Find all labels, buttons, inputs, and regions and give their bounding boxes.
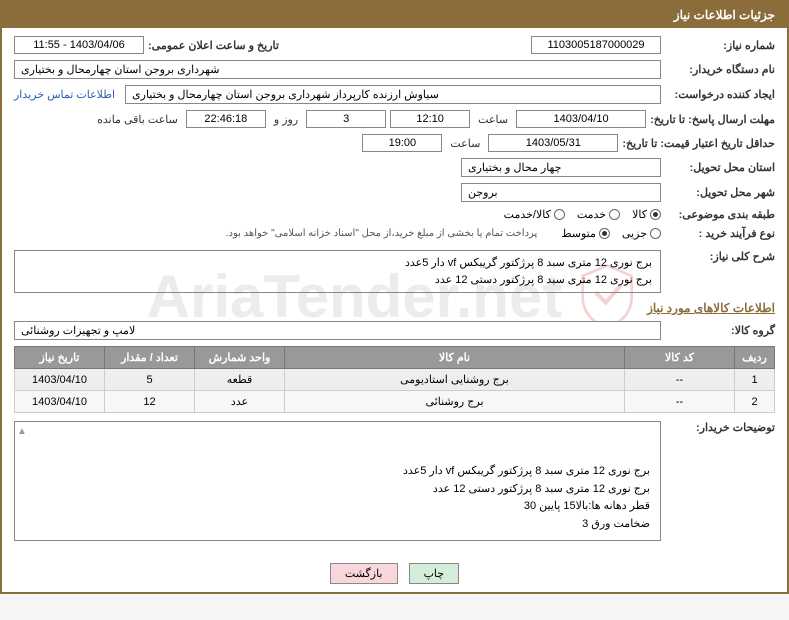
days-word: روز و: [274, 113, 298, 126]
time-word-2: ساعت: [450, 137, 480, 150]
print-button[interactable]: چاپ: [409, 563, 460, 584]
deadline-date-field: 1403/04/10: [516, 110, 646, 128]
table-cell: --: [625, 369, 735, 391]
th-qty: تعداد / مقدار: [105, 347, 195, 369]
table-cell: 12: [105, 391, 195, 413]
validity-time-field: 19:00: [362, 134, 442, 152]
purchase-type-label: نوع فرآیند خرید :: [665, 227, 775, 240]
city-field: بروجن: [461, 183, 661, 202]
purchase-radio-group: جزیی متوسط: [561, 227, 661, 240]
requester-label: ایجاد کننده درخواست:: [665, 88, 775, 101]
summary-label: شرح کلی نیاز:: [665, 250, 775, 263]
province-label: استان محل تحویل:: [665, 161, 775, 174]
city-label: شهر محل تحویل:: [665, 186, 775, 199]
buyer-org-field: شهرداری بروجن استان چهارمحال و بختیاری: [14, 60, 661, 79]
th-date: تاریخ نیاز: [15, 347, 105, 369]
purchase-note: پرداخت تمام یا بخشی از مبلغ خرید،از محل …: [226, 228, 538, 239]
scroll-up-icon[interactable]: ▲: [17, 424, 27, 440]
table-cell: 1403/04/10: [15, 369, 105, 391]
radio-icon: [609, 209, 620, 220]
button-row: چاپ بازگشت: [2, 555, 787, 592]
radio-icon: [599, 228, 610, 239]
goods-group-label: گروه کالا:: [665, 324, 775, 337]
table-cell: 5: [105, 369, 195, 391]
radio-icon: [554, 209, 565, 220]
purchase-opt-0[interactable]: جزیی: [622, 227, 661, 240]
class-opt-1[interactable]: خدمت: [577, 208, 620, 221]
th-code: کد کالا: [625, 347, 735, 369]
deadline-label: مهلت ارسال پاسخ: تا تاریخ:: [650, 113, 775, 126]
radio-icon: [650, 209, 661, 220]
table-cell: عدد: [195, 391, 285, 413]
th-name: نام کالا: [285, 347, 625, 369]
province-field: چهار محال و بختیاری: [461, 158, 661, 177]
goods-group-field: لامپ و تجهیزات روشنائی: [14, 321, 661, 340]
days-remaining-field: 3: [306, 110, 386, 128]
announce-label: تاریخ و ساعت اعلان عمومی:: [148, 39, 279, 52]
table-cell: --: [625, 391, 735, 413]
contact-link[interactable]: اطلاعات تماس خریدار: [14, 88, 115, 101]
purchase-opt-1[interactable]: متوسط: [561, 227, 610, 240]
buyer-desc-box: ▲ برج نوری 12 متری سبد 8 پرژکتور گریبکس …: [14, 421, 661, 541]
countdown-field: 22:46:18: [186, 110, 266, 128]
class-opt-2[interactable]: کالا/خدمت: [504, 208, 565, 221]
table-cell: 1: [735, 369, 775, 391]
class-label: طبقه بندی موضوعی:: [665, 208, 775, 221]
table-row: 2--برج روشنائیعدد121403/04/10: [15, 391, 775, 413]
need-no-label: شماره نیاز:: [665, 39, 775, 52]
time-word-1: ساعت: [478, 113, 508, 126]
table-cell: برج روشنائی: [285, 391, 625, 413]
buyer-desc-label: توضیحات خریدار:: [665, 421, 775, 434]
goods-section-title: اطلاعات کالاهای مورد نیاز: [14, 301, 775, 315]
table-cell: قطعه: [195, 369, 285, 391]
panel-header: جزئیات اطلاعات نیاز: [2, 2, 787, 28]
th-unit: واحد شمارش: [195, 347, 285, 369]
class-radio-group: کالا خدمت کالا/خدمت: [504, 208, 661, 221]
announce-field: 1403/04/06 - 11:55: [14, 36, 144, 54]
need-no-field: 1103005187000029: [531, 36, 661, 54]
summary-box: برج نوری 12 متری سبد 8 پرژکتور گریبکس vf…: [14, 250, 661, 293]
deadline-time-field: 12:10: [390, 110, 470, 128]
table-row: 1--برج روشنایی استادیومیقطعه51403/04/10: [15, 369, 775, 391]
validity-date-field: 1403/05/31: [488, 134, 618, 152]
radio-icon: [650, 228, 661, 239]
goods-table: ردیف کد کالا نام کالا واحد شمارش تعداد /…: [14, 346, 775, 413]
table-cell: 2: [735, 391, 775, 413]
buyer-org-label: نام دستگاه خریدار:: [665, 63, 775, 76]
remaining-word: ساعت باقی مانده: [97, 113, 178, 126]
validity-label: حداقل تاریخ اعتبار قیمت: تا تاریخ:: [622, 137, 775, 150]
table-cell: برج روشنایی استادیومی: [285, 369, 625, 391]
requester-field: سیاوش ارزنده کارپرداز شهرداری بروجن استا…: [125, 85, 661, 104]
table-cell: 1403/04/10: [15, 391, 105, 413]
th-row: ردیف: [735, 347, 775, 369]
back-button[interactable]: بازگشت: [330, 563, 398, 584]
class-opt-0[interactable]: کالا: [632, 208, 661, 221]
